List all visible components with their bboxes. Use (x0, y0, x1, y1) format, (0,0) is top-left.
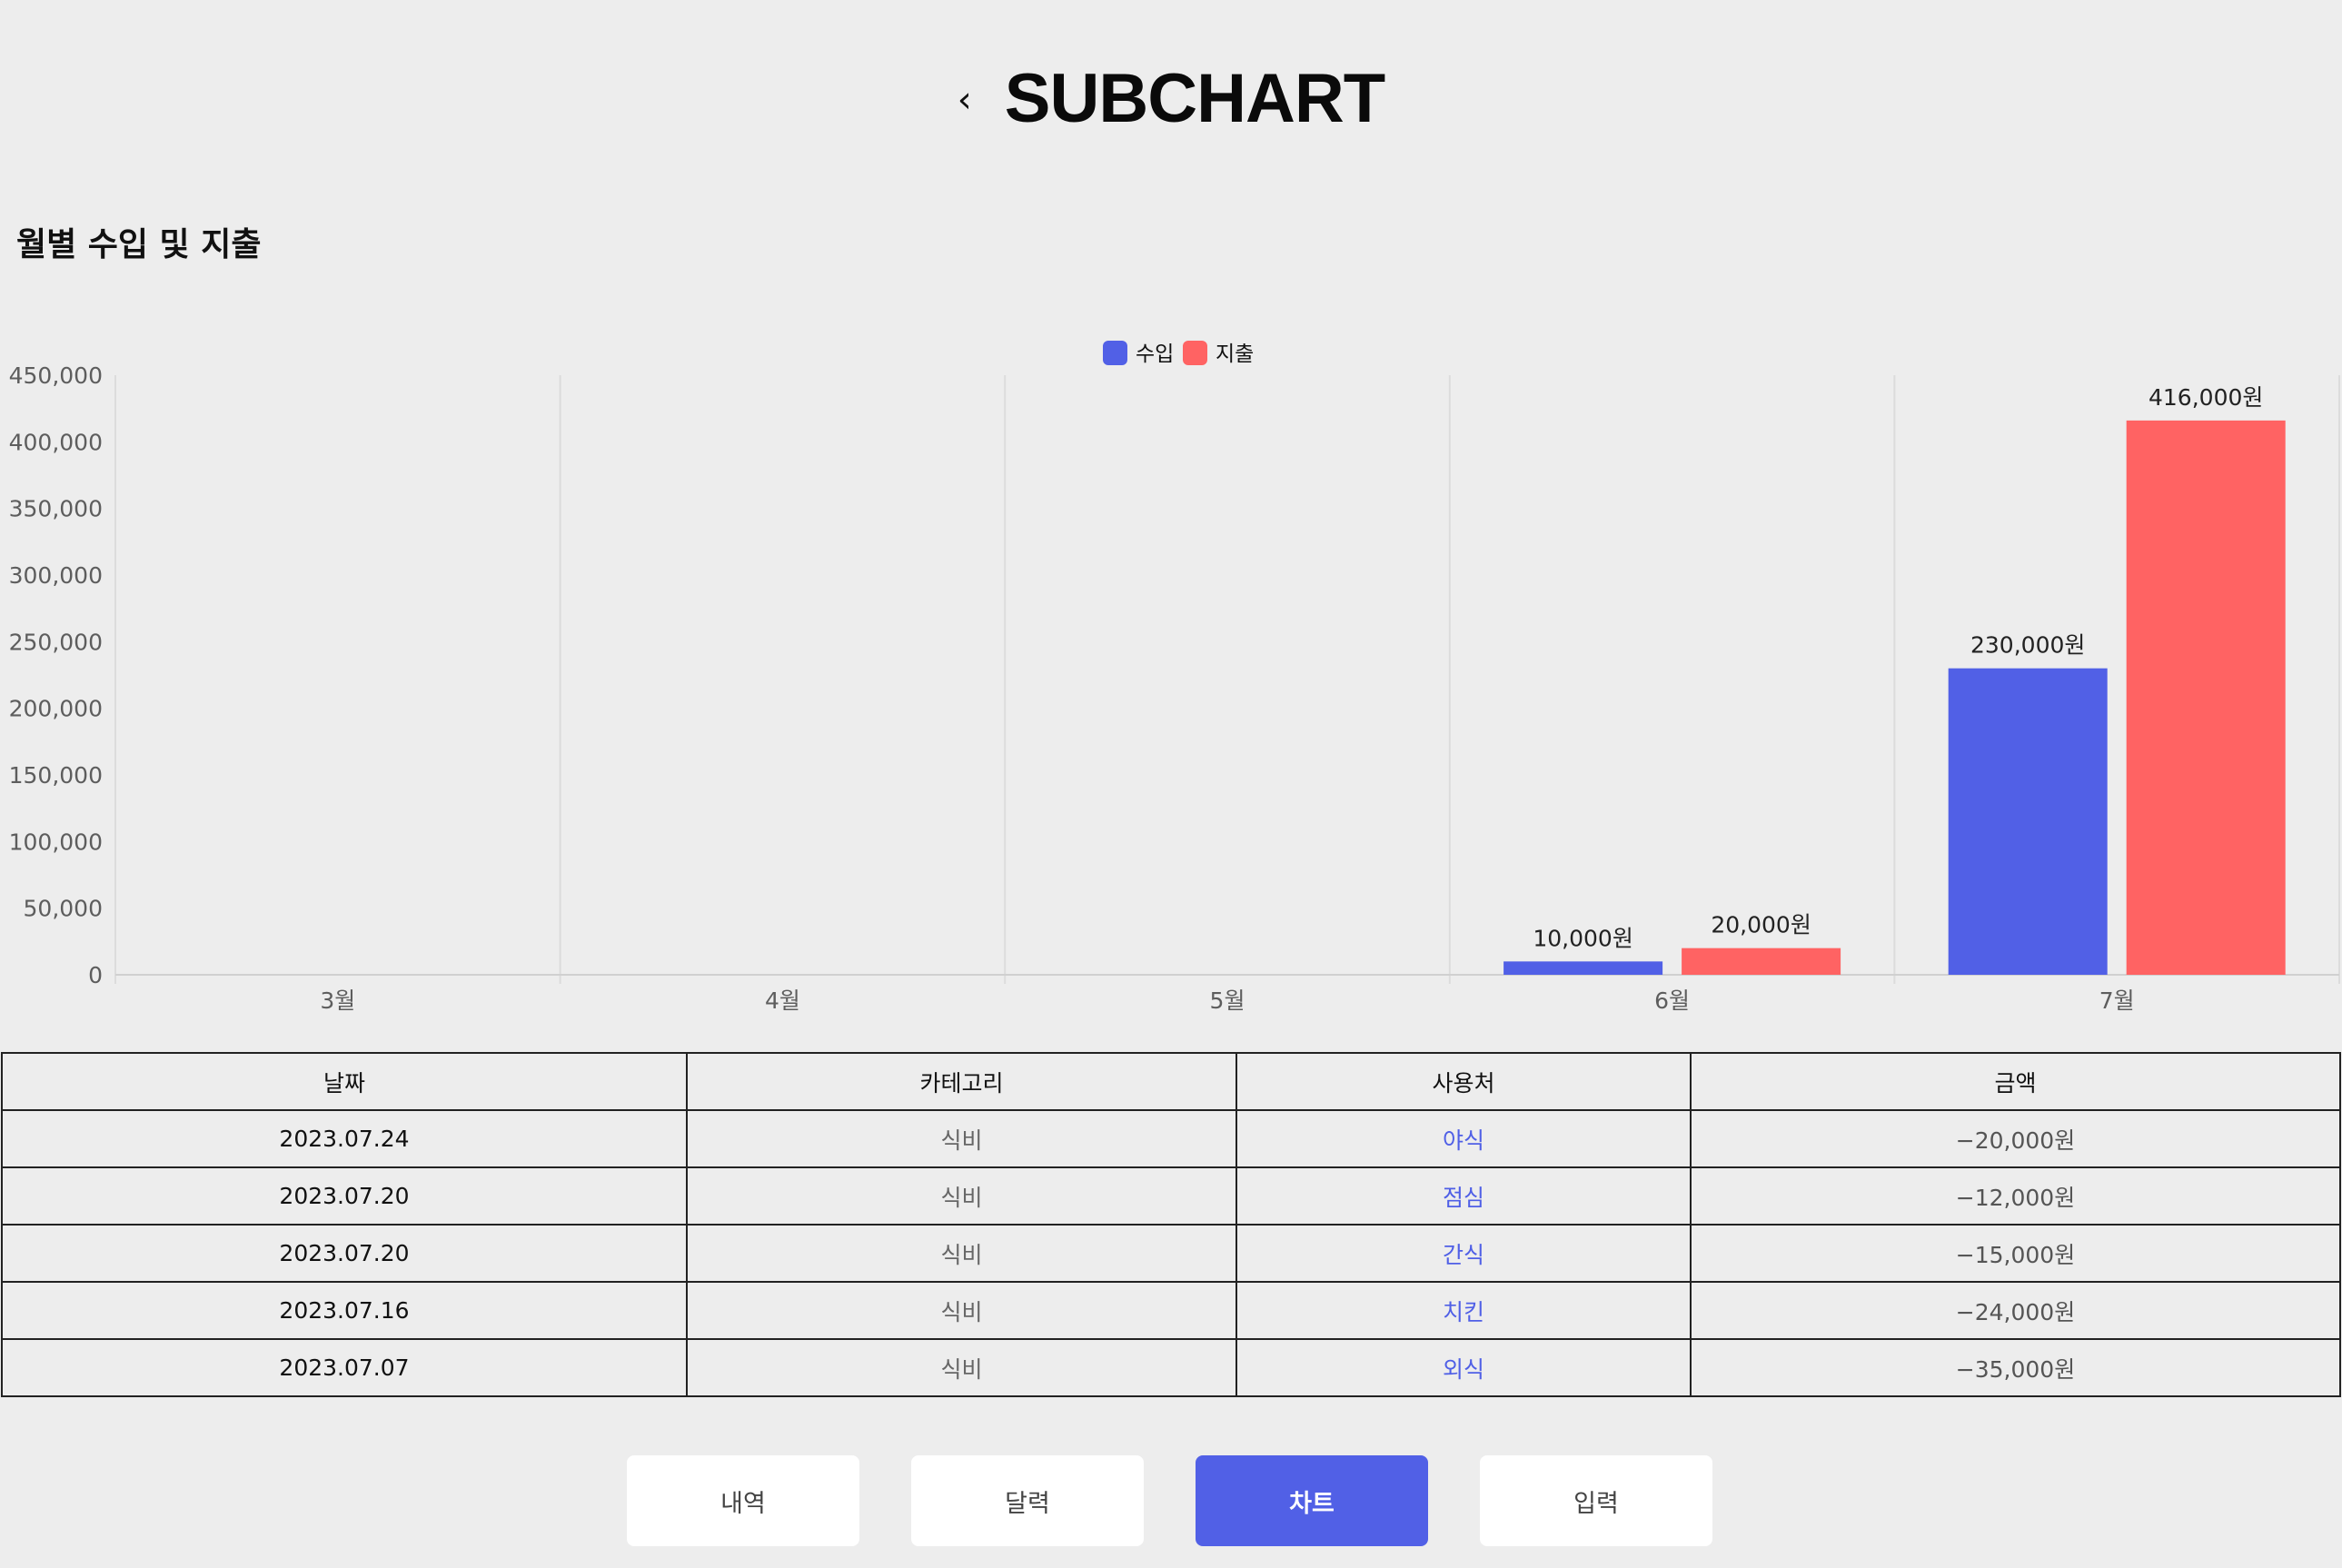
y-tick-label: 350,000 (9, 496, 103, 522)
y-tick-label: 0 (88, 962, 103, 988)
cell-date: 2023.07.16 (1, 1281, 688, 1340)
cell-place-link[interactable]: 간식 (1236, 1224, 1692, 1283)
bottom-nav: 내역 달력 차트 입력 (0, 1455, 2342, 1546)
bar-income (1503, 961, 1663, 975)
cell-place-link[interactable]: 점심 (1236, 1166, 1692, 1226)
page-title: SUBCHART (1004, 59, 1385, 137)
table-row: 2023.07.20 식비 간식 −15,000원 (1, 1224, 2341, 1283)
table-row: 2023.07.07 식비 외식 −35,000원 (1, 1338, 2341, 1397)
x-tick-label: 4월 (765, 987, 800, 1013)
section-title: 월별 수입 및 지출 (16, 226, 262, 263)
y-tick-label: 300,000 (9, 562, 103, 589)
table-row: 2023.07.24 식비 야식 −20,000원 (1, 1109, 2341, 1168)
bar-expense (2126, 420, 2286, 975)
x-tick-label: 6월 (1654, 987, 1690, 1013)
nav-button-chart[interactable]: 차트 (1196, 1455, 1428, 1546)
cell-date: 2023.07.07 (1, 1338, 688, 1397)
bar-data-label: 416,000원 (2148, 384, 2263, 411)
y-tick-label: 150,000 (9, 762, 103, 789)
cell-place-link[interactable]: 외식 (1236, 1338, 1692, 1397)
cell-amount: −20,000원 (1690, 1109, 2341, 1168)
bar-data-label: 20,000원 (1711, 912, 1811, 938)
cell-place-link[interactable]: 치킨 (1236, 1281, 1692, 1340)
y-tick-label: 250,000 (9, 629, 103, 655)
cell-category: 식비 (686, 1109, 1237, 1168)
y-tick-label: 450,000 (9, 362, 103, 389)
cell-amount: −24,000원 (1690, 1281, 2341, 1340)
cell-category: 식비 (686, 1281, 1237, 1340)
cell-category: 식비 (686, 1224, 1237, 1283)
x-tick-label: 7월 (2099, 987, 2135, 1013)
y-tick-label: 50,000 (24, 896, 103, 922)
x-tick-label: 3월 (320, 987, 355, 1013)
nav-button-input[interactable]: 입력 (1480, 1455, 1712, 1546)
table-row: 2023.07.20 식비 점심 −12,000원 (1, 1166, 2341, 1226)
y-tick-label: 100,000 (9, 829, 103, 855)
back-chevron-icon[interactable]: ‹ (957, 79, 972, 121)
bar-income (1948, 668, 2108, 975)
legend-swatch (1103, 341, 1127, 365)
header-date: 날짜 (1, 1052, 688, 1111)
cell-date: 2023.07.20 (1, 1166, 688, 1226)
header: ‹ SUBCHART (0, 53, 2342, 144)
table-row: 2023.07.16 식비 치킨 −24,000원 (1, 1281, 2341, 1340)
y-tick-label: 200,000 (9, 696, 103, 722)
legend-label: 수입 (1136, 342, 1174, 366)
bar-expense (1682, 948, 1841, 975)
cell-date: 2023.07.24 (1, 1109, 688, 1168)
cell-category: 식비 (686, 1166, 1237, 1226)
table-header-row: 날짜 카테고리 사용처 금액 (1, 1052, 2341, 1111)
header-category: 카테고리 (686, 1052, 1237, 1111)
cell-date: 2023.07.20 (1, 1224, 688, 1283)
y-tick-label: 400,000 (9, 429, 103, 455)
header-amount: 금액 (1690, 1052, 2341, 1111)
bar-data-label: 10,000원 (1533, 925, 1632, 951)
x-tick-label: 5월 (1210, 987, 1245, 1013)
nav-button-history[interactable]: 내역 (627, 1455, 859, 1546)
transactions-table: 날짜 카테고리 사용처 금액 2023.07.24 식비 야식 −20,000원… (1, 1052, 2341, 1397)
cell-category: 식비 (686, 1338, 1237, 1397)
cell-amount: −15,000원 (1690, 1224, 2341, 1283)
legend-swatch (1183, 341, 1207, 365)
cell-place-link[interactable]: 야식 (1236, 1109, 1692, 1168)
header-place: 사용처 (1236, 1052, 1692, 1111)
legend-label: 지출 (1216, 342, 1254, 366)
nav-button-calendar[interactable]: 달력 (911, 1455, 1144, 1546)
cell-amount: −12,000원 (1690, 1166, 2341, 1226)
bar-data-label: 230,000원 (1970, 632, 2085, 659)
cell-amount: −35,000원 (1690, 1338, 2341, 1397)
monthly-income-expense-chart: 0 50,000 100,000 150,000 200,000 250,000 300,0… (9, 341, 2340, 1013)
